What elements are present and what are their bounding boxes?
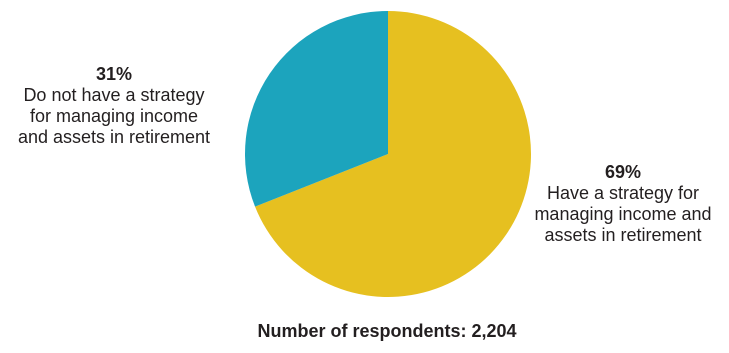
slice-text-no-strategy: Do not have a strategy for managing inco… xyxy=(0,85,228,148)
slice-text-line: and assets in retirement xyxy=(17,127,211,147)
slice-percent-have-strategy: 69% xyxy=(604,162,642,182)
pie-slice-0 xyxy=(255,11,531,297)
slice-text-line: for managing income xyxy=(29,106,199,126)
slice-label-no-strategy: 31% Do not have a strategy for managing … xyxy=(0,64,228,148)
slice-text-line: Do not have a strategy xyxy=(23,85,205,105)
slice-text-line: assets in retirement xyxy=(544,225,702,245)
slice-label-have-strategy: 69% Have a strategy for managing income … xyxy=(523,162,723,246)
slice-text-line: Have a strategy for xyxy=(546,183,700,203)
slice-percent-no-strategy: 31% xyxy=(95,64,133,84)
pie-slice-1 xyxy=(245,11,388,207)
slice-text-have-strategy: Have a strategy for managing income and … xyxy=(523,183,723,246)
respondents-footnote: Number of respondents: 2,204 xyxy=(257,321,517,341)
slice-text-line: managing income and xyxy=(534,204,712,224)
